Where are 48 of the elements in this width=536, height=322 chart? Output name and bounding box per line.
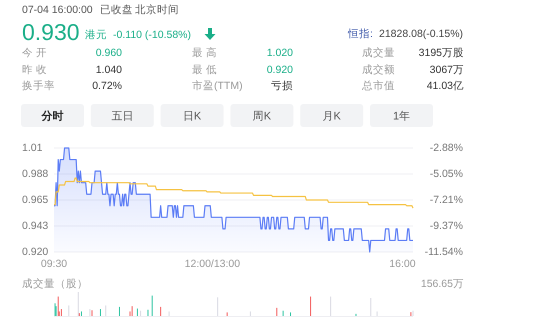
y-tick-label: 1.01 — [22, 142, 43, 154]
text: 港元 — [85, 28, 107, 41]
y-axis-title: 成交量（股） — [22, 277, 88, 290]
text: 分时 — [40, 110, 64, 122]
text: 0.920 — [266, 64, 294, 76]
x-tick-label: 16:00 — [389, 258, 416, 270]
text: 0.72% — [92, 80, 122, 92]
text: 0.960 — [96, 47, 122, 59]
text: 亏损 — [271, 80, 293, 92]
text: 1.040 — [96, 64, 122, 76]
x-tick-label: 12:00/13:00 — [184, 258, 240, 270]
text: 3067万 — [430, 64, 464, 76]
text: 恒指: — [347, 28, 373, 40]
text: 156.65万 — [420, 278, 464, 290]
text: 日K — [182, 110, 202, 122]
text: 41.03亿 — [426, 80, 464, 92]
y2-tick-label: -2.88% — [430, 142, 463, 154]
text: 总市值 — [361, 79, 395, 92]
y2-tick-label: -5.05% — [430, 168, 463, 180]
text: 21828.08(-0.15%) — [379, 28, 464, 40]
text: 成交额 — [362, 63, 395, 76]
y-tick-label: 0.988 — [22, 168, 48, 180]
text: 市盈(TTM) — [192, 79, 243, 92]
x-tick-label: 09:30 — [40, 258, 68, 270]
text: 北京时间 — [135, 3, 179, 16]
text: 昨 收 — [22, 64, 47, 76]
text: 已收盘 — [100, 4, 133, 16]
y-tick-label: 0.943 — [22, 220, 48, 232]
text: 07-04 16:00:00 — [22, 4, 93, 16]
text: 0.930 — [22, 19, 80, 45]
y-tick-label: 0.920 — [22, 246, 48, 258]
text: 最 高 — [192, 46, 217, 59]
text: 换手率 — [22, 79, 55, 92]
text: 最 低 — [192, 64, 217, 76]
text: 3195万股 — [418, 47, 464, 59]
text: 月K — [322, 110, 342, 122]
text: 1年 — [392, 110, 410, 122]
text: -0.110 (-10.58%) — [113, 29, 192, 41]
text: 周K — [252, 110, 272, 122]
line-series — [53, 177, 414, 209]
text: 1.020 — [266, 47, 294, 59]
text: 五日 — [111, 110, 134, 122]
y2-tick-label: -11.54% — [424, 246, 463, 258]
y2-tick-label: -9.37% — [430, 220, 463, 232]
y-tick-label: 0.965 — [22, 194, 48, 206]
text: 成交量 — [362, 46, 395, 59]
text: 今 开 — [22, 47, 47, 59]
y2-tick-label: -7.21% — [430, 194, 463, 206]
